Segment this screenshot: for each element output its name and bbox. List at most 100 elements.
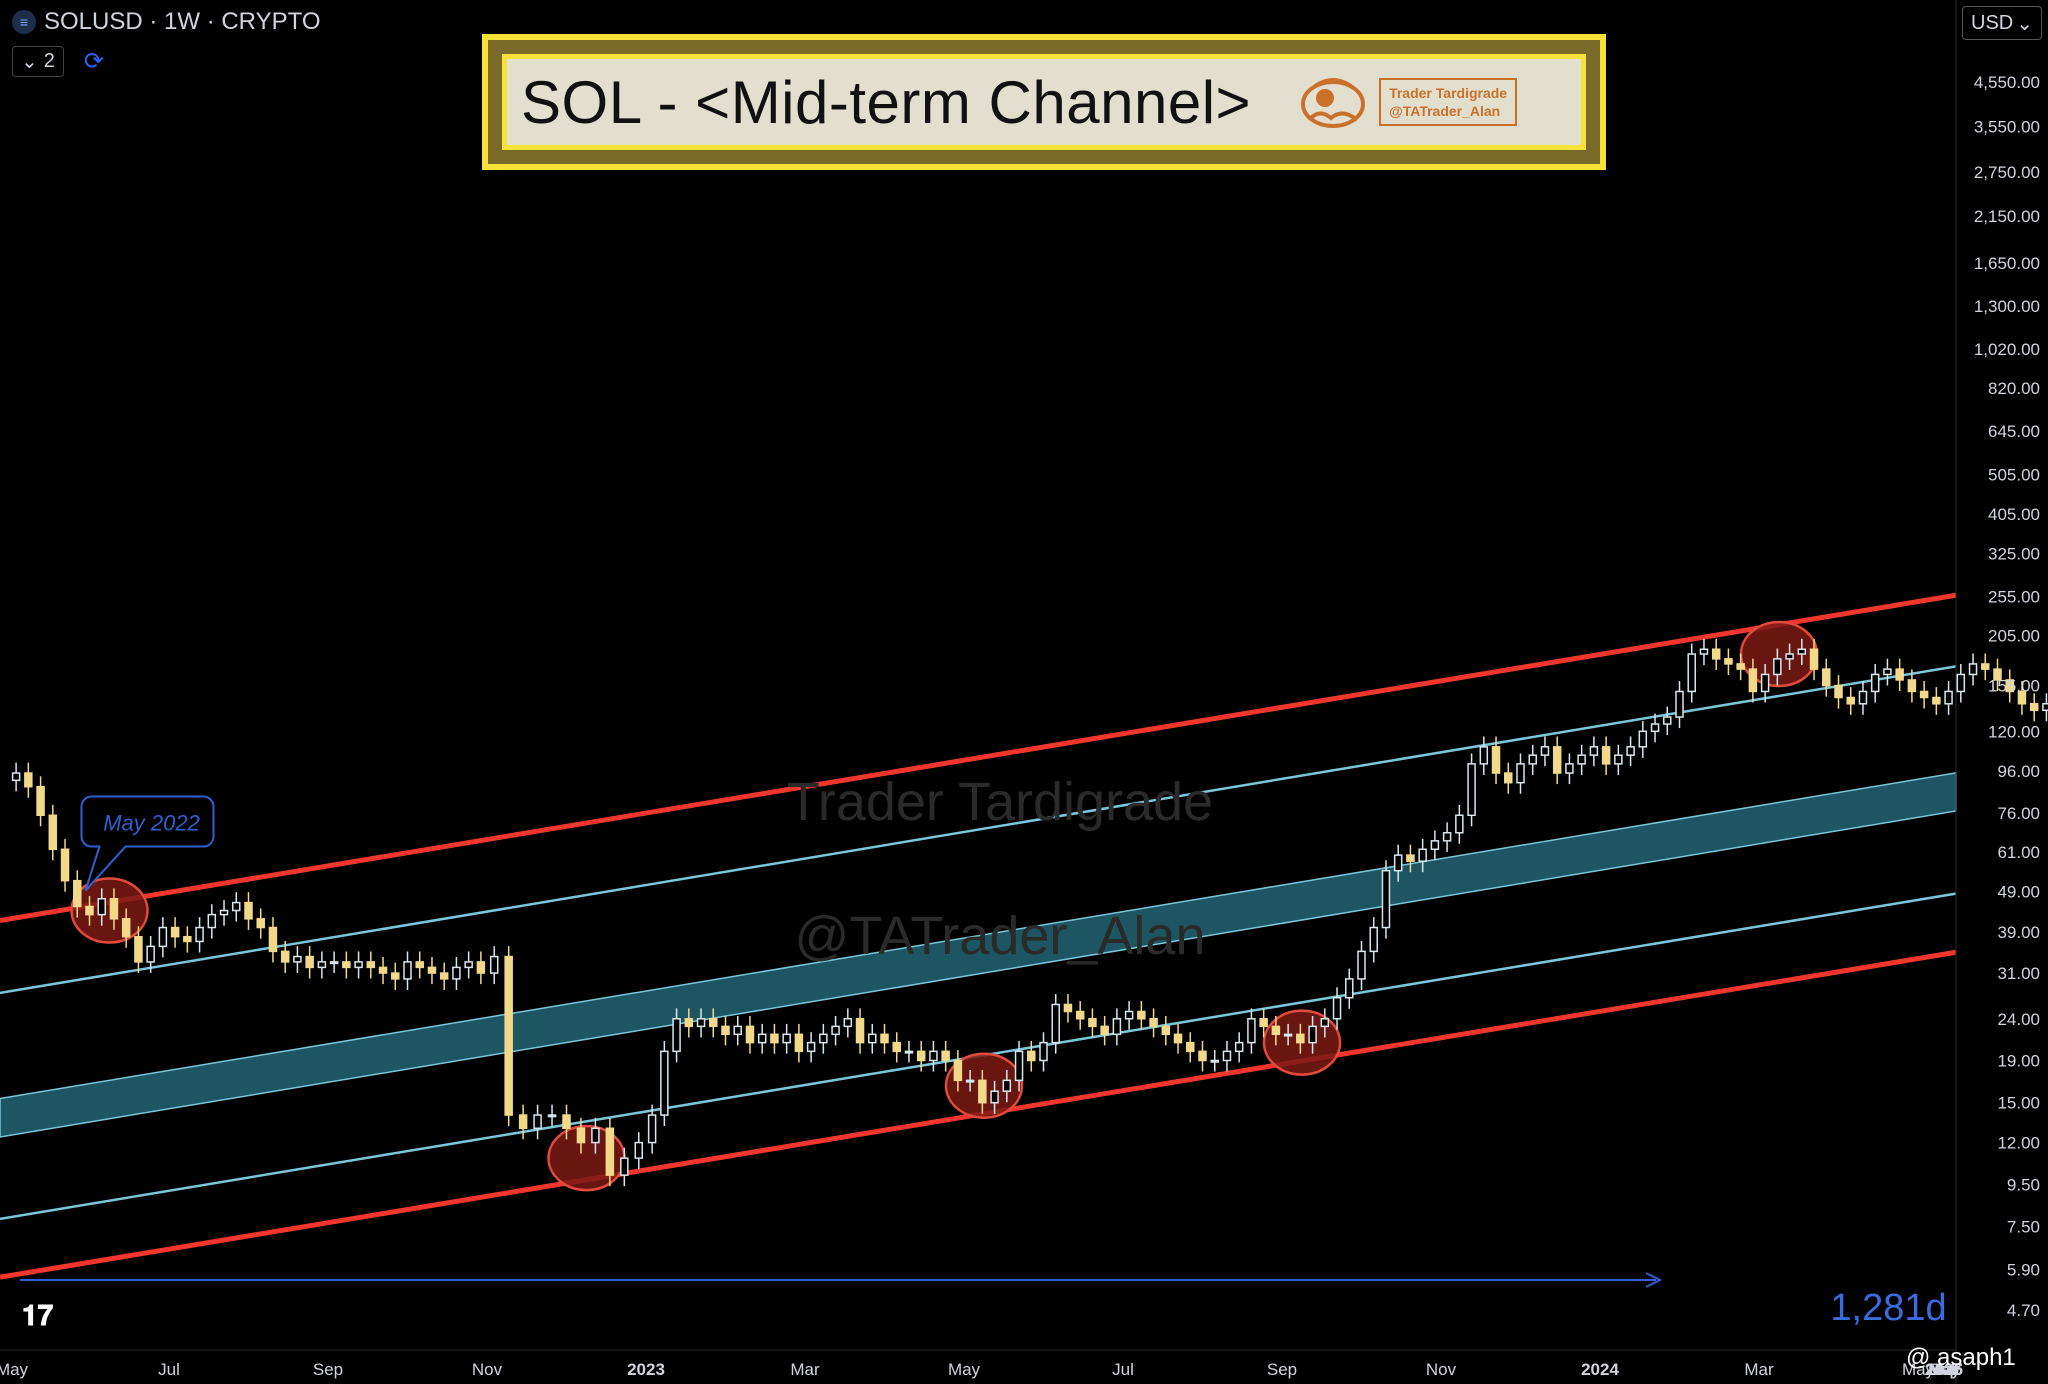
candle [1283, 1023, 1293, 1046]
candle [806, 1032, 816, 1063]
candle [953, 1050, 963, 1092]
candle [1993, 658, 2002, 691]
candle [1711, 638, 1721, 670]
candle [48, 804, 58, 861]
candle [1467, 753, 1476, 827]
time-tick-label: Jul [1933, 1360, 1955, 1379]
price-tick-label: 9.50 [2007, 1175, 2040, 1194]
time-tick-label: Mar [1744, 1360, 1774, 1379]
candle [533, 1104, 542, 1140]
candle [605, 1117, 615, 1187]
candle [1161, 1015, 1171, 1046]
author-badge: Trader Tardigrade @TATrader_Alan [1379, 78, 1518, 126]
candle [1760, 664, 1770, 703]
watermark-name: Trader Tardigrade [787, 772, 1213, 832]
candle [280, 940, 290, 973]
time-tick-label: Nov [472, 1360, 503, 1379]
candle [452, 956, 461, 990]
candle [1797, 638, 1807, 666]
refresh-icon[interactable]: ⟳ [83, 48, 104, 75]
tradingview-logo-icon[interactable]: 𝟏𝟕 [22, 1300, 54, 1331]
candle [476, 951, 486, 985]
candle [1112, 1008, 1122, 1046]
candle [60, 838, 70, 892]
candle [244, 892, 253, 930]
candle [1063, 994, 1073, 1023]
candle [1565, 753, 1574, 785]
candle [1895, 658, 1904, 691]
candle [1785, 643, 1794, 670]
candle [620, 1147, 629, 1187]
candle [1699, 638, 1709, 666]
price-tick-label: 61.00 [1997, 843, 2040, 862]
candle [1296, 1023, 1305, 1054]
time-tick-label: May [0, 1360, 29, 1379]
price-tick-label: 4,550.00 [1974, 73, 2040, 92]
candle [1100, 1015, 1109, 1046]
candle [518, 1104, 528, 1140]
price-tick-label: 645.00 [1988, 422, 2040, 441]
indicator-toggle-button[interactable]: ⌄ 2 [12, 46, 64, 77]
time-tick-label: Sep [1929, 1360, 1959, 1379]
candle [121, 908, 131, 948]
candle [158, 917, 168, 958]
time-tick-label: Nov [1426, 1360, 1457, 1379]
candle [1687, 643, 1696, 703]
title-banner: SOL - <Mid-term Channel> Trader Tardigra… [482, 34, 1606, 170]
candle [1870, 664, 1880, 703]
candle [1124, 1001, 1134, 1030]
candle [1210, 1050, 1219, 1072]
time-tick-label: May [1928, 1360, 1961, 1379]
candle [696, 1008, 706, 1038]
currency-select[interactable]: USD ⌄ [1962, 6, 2042, 40]
candle [868, 1023, 877, 1054]
candle [1149, 1008, 1158, 1038]
time-tick-label: Mar [1929, 1360, 1959, 1379]
candle [391, 962, 400, 990]
candle [97, 888, 106, 926]
solana-icon: ≡ [12, 10, 36, 34]
candle [1198, 1040, 1207, 1072]
candle [1259, 1008, 1268, 1038]
price-tick-label: 505.00 [1988, 466, 2040, 485]
price-tick-label: 1,300.00 [1974, 297, 2040, 316]
candle [1601, 736, 1611, 775]
time-tick-label: Nov [1929, 1360, 1960, 1379]
candle [1846, 687, 1855, 715]
candle [794, 1023, 804, 1063]
candle [990, 1080, 999, 1114]
candle [183, 926, 192, 953]
time-tick-label: Nov [1929, 1360, 1960, 1379]
candle [770, 1023, 779, 1054]
price-tick-label: 120.00 [1988, 722, 2040, 741]
candle [647, 1104, 657, 1154]
time-tick-label: Jul [1112, 1360, 1134, 1379]
candle [1002, 1069, 1012, 1103]
candle [941, 1040, 950, 1072]
candle [1418, 838, 1427, 873]
time-tick-label: 2025 [1925, 1360, 1963, 1379]
candle [2042, 693, 2048, 722]
candle [439, 962, 449, 990]
price-tick-label: 205.00 [1988, 627, 2040, 646]
candle [1663, 706, 1672, 736]
candle [709, 1008, 718, 1038]
price-tick-label: 255.00 [1988, 588, 2040, 607]
candle [965, 1069, 975, 1092]
candle [1381, 860, 1391, 939]
price-tick-label: 1,650.00 [1974, 254, 2040, 273]
chevron-down-icon: ⌄ [21, 51, 38, 73]
time-tick-label: Mar [1929, 1360, 1959, 1379]
time-tick-label: May [1928, 1360, 1961, 1379]
time-tick-label: May [1902, 1360, 1935, 1379]
candle [1345, 968, 1354, 1009]
candle [1577, 744, 1586, 775]
badge-name: Trader Tardigrade [1389, 85, 1508, 101]
candle [1748, 658, 1758, 703]
candle [1186, 1032, 1195, 1063]
candle [733, 1015, 742, 1046]
candle [1736, 653, 1745, 681]
candle [547, 1104, 557, 1127]
